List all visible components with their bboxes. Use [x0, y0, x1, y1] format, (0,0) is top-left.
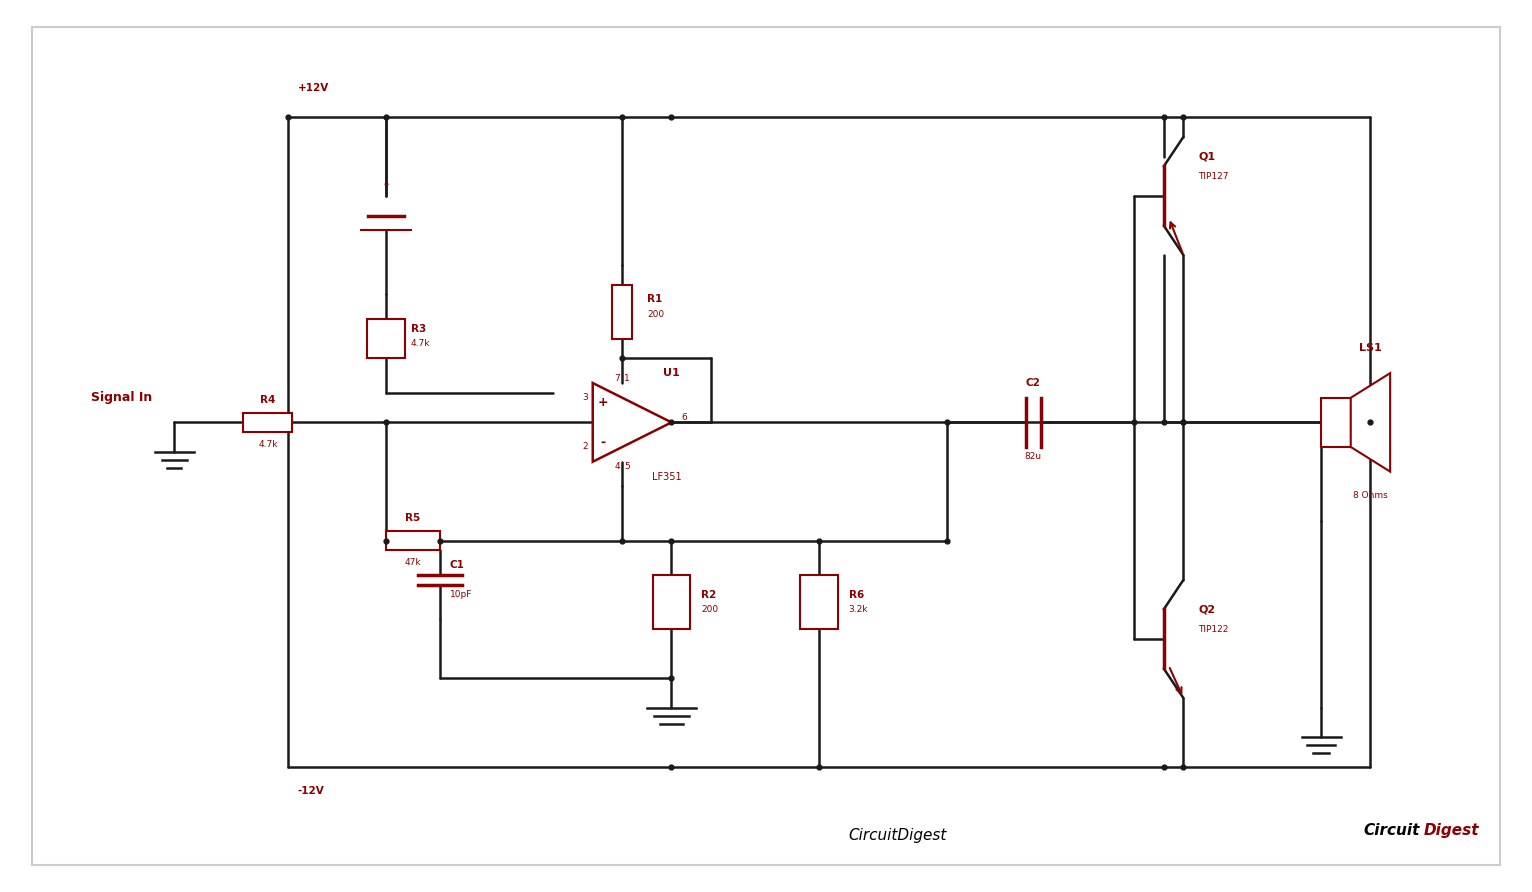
Text: 6: 6 [682, 413, 686, 422]
Text: 10pF: 10pF [450, 591, 472, 599]
Text: R5: R5 [404, 513, 420, 523]
Text: Q1: Q1 [1198, 152, 1215, 161]
Bar [386, 531, 440, 550]
Text: TIP127: TIP127 [1198, 172, 1229, 181]
Text: 3.2k: 3.2k [849, 605, 869, 614]
Text: R4: R4 [260, 394, 276, 405]
Text: 4.7k: 4.7k [411, 339, 430, 348]
Text: Digest: Digest [1423, 823, 1478, 838]
Bar [1321, 398, 1351, 447]
Text: -: - [601, 435, 605, 449]
Text: 4: 4 [614, 462, 620, 471]
Text: +12V: +12V [297, 83, 329, 93]
Text: C2: C2 [1025, 378, 1040, 388]
Text: 200: 200 [702, 605, 719, 614]
Text: -: - [383, 178, 389, 191]
Text: R3: R3 [411, 324, 426, 334]
Text: 200: 200 [647, 310, 663, 318]
Text: 8 Ohms: 8 Ohms [1353, 491, 1388, 500]
Text: 5: 5 [625, 462, 630, 471]
Text: C1: C1 [450, 560, 464, 570]
Text: R6: R6 [849, 590, 864, 599]
Text: 82u: 82u [1025, 452, 1042, 461]
Bar [613, 285, 633, 339]
Text: 3: 3 [582, 393, 588, 402]
Text: TIP122: TIP122 [1198, 624, 1229, 633]
Text: 7: 7 [614, 374, 620, 383]
Text: 47k: 47k [404, 558, 421, 567]
Bar [244, 412, 293, 433]
Text: U1: U1 [663, 368, 680, 378]
Text: R1: R1 [647, 294, 662, 304]
Text: 2: 2 [582, 442, 588, 451]
Text: CircuitDigest: CircuitDigest [849, 829, 947, 843]
Text: LF351: LF351 [651, 472, 682, 482]
Text: R2: R2 [702, 590, 717, 599]
Text: 4.7k: 4.7k [257, 440, 277, 449]
Text: Q2: Q2 [1198, 605, 1215, 615]
Text: Signal In: Signal In [90, 392, 152, 404]
Polygon shape [1351, 373, 1390, 472]
Bar [800, 575, 838, 629]
Text: LS1: LS1 [1359, 343, 1382, 353]
Polygon shape [593, 383, 671, 462]
Text: Circuit: Circuit [1363, 823, 1420, 838]
Text: -12V: -12V [297, 787, 325, 797]
Text: 1: 1 [625, 374, 630, 383]
Bar [368, 319, 404, 359]
Bar [653, 575, 691, 629]
Text: +: + [597, 396, 608, 409]
